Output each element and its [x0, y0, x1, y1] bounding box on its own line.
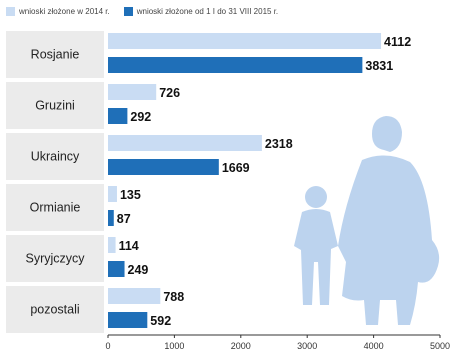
category-band: [6, 31, 104, 78]
bar: [108, 288, 161, 304]
bar: [108, 84, 157, 100]
mother-and-child-silhouette-icon: [294, 116, 440, 325]
bar: [108, 33, 382, 49]
category-band: [6, 82, 104, 129]
category-label: Ormianie: [30, 201, 81, 215]
x-axis: 0 1000 2000 3000 4000 5000: [105, 334, 450, 351]
category-band: [6, 286, 104, 333]
legend-label-2014: wnioski złożone w 2014 r.: [19, 6, 110, 16]
category-label: Gruzini: [35, 99, 75, 113]
value-label: 249: [128, 263, 149, 277]
category-label: Rosjanie: [31, 48, 80, 62]
bar: [108, 135, 262, 151]
value-label: 2318: [265, 137, 293, 151]
legend-item-2014: wnioski złożone w 2014 r.: [6, 6, 110, 16]
x-tick-label: 5000: [430, 341, 450, 351]
bar: [108, 261, 125, 277]
bar: [108, 159, 219, 175]
bar: [108, 108, 128, 124]
value-label: 788: [163, 290, 184, 304]
value-label: 726: [159, 86, 180, 100]
bar: [108, 312, 148, 328]
x-tick-label: 0: [105, 341, 110, 351]
legend-label-2015: wnioski złożone od 1 I do 31 VIII 2015 r…: [136, 6, 279, 16]
category-label: Ukraincy: [31, 150, 80, 164]
category-label: Syryjczycy: [25, 252, 85, 266]
value-label: 1669: [222, 161, 250, 175]
legend-swatch-2014: [6, 6, 15, 16]
value-labels: 4112 3831 726 292 2318 1669 135 87 114 249 788 592: [117, 35, 411, 328]
value-label: 87: [117, 212, 131, 226]
bar: [108, 210, 114, 226]
bar: [108, 186, 117, 202]
x-tick-label: 3000: [297, 341, 317, 351]
bar: [108, 57, 363, 73]
value-label: 135: [120, 188, 141, 202]
category-labels: Rosjanie Gruzini Ukraincy Ormianie Syryjczyc…: [25, 48, 85, 317]
bar: [108, 237, 116, 253]
legend-swatch-2015: [123, 6, 133, 16]
value-label: 292: [130, 110, 151, 124]
x-tick-label: 4000: [364, 341, 384, 351]
x-tick-label: 2000: [231, 341, 251, 351]
value-label: 114: [119, 239, 139, 253]
legend-item-2015: wnioski złożone od 1 I do 31 VIII 2015 r…: [123, 6, 279, 16]
category-band: [6, 235, 104, 282]
x-tick-label: 1000: [164, 341, 184, 351]
category-label: pozostali: [30, 303, 79, 317]
value-label: 3831: [365, 59, 393, 73]
category-band: [6, 184, 104, 231]
category-bands: [6, 31, 104, 333]
value-label: 4112: [384, 35, 411, 49]
category-band: [6, 133, 104, 180]
value-label: 592: [150, 314, 171, 328]
bars: [108, 33, 382, 328]
legend: wnioski złożone w 2014 r. wnioski złożon…: [6, 2, 446, 20]
